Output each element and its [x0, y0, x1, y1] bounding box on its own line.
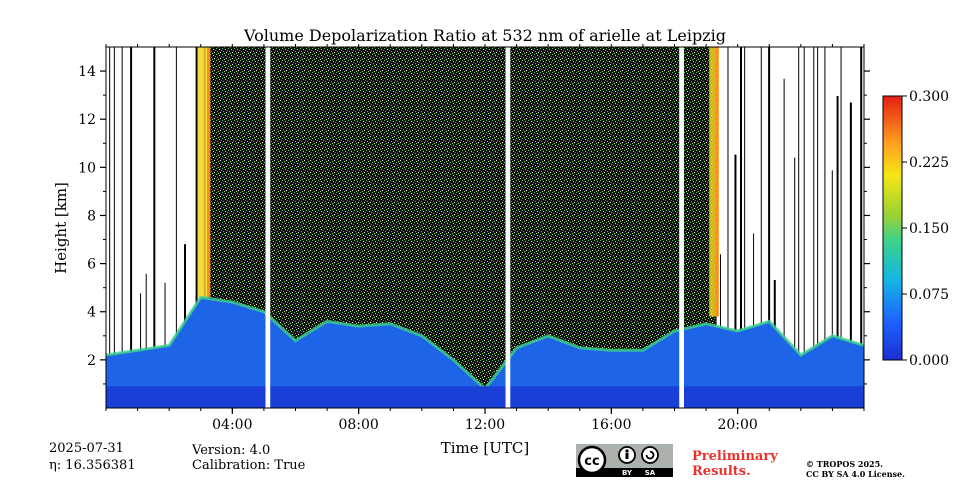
x-tick-label: 08:00: [338, 417, 378, 433]
y-tick-label: 10: [78, 160, 96, 176]
data-gap-2: [679, 47, 684, 408]
profile-line-1: [783, 78, 785, 408]
y-axis-label: Height [km]: [52, 182, 70, 274]
profile-line-0: [145, 273, 147, 408]
profile-line-1: [831, 170, 833, 408]
profile-line-1: [849, 102, 852, 408]
y-tick-label: 12: [78, 112, 96, 128]
svg-text:BY: BY: [622, 469, 633, 477]
x-tick-label: 16:00: [591, 417, 631, 433]
colorbar-tick-label: 0.300: [909, 89, 949, 105]
twilight-band-0: [197, 47, 211, 298]
x-axis-label: Time [UTC]: [441, 439, 530, 457]
copyright-line2: CC BY SA 4.0 License.: [806, 469, 905, 479]
data-gap-1: [505, 47, 511, 408]
copyright-line1: © TROPOS 2025.: [806, 459, 883, 469]
svg-text:cc: cc: [584, 454, 599, 469]
x-tick-label: 20:00: [717, 417, 757, 433]
colorbar-tick-label: 0.000: [909, 353, 949, 369]
profile-line-0: [175, 47, 177, 408]
colorbar-tick-label: 0.075: [909, 287, 949, 303]
cc-by-sa-logo: cc BY SA: [576, 444, 673, 477]
profile-line-1: [768, 47, 771, 408]
profile-line-1: [840, 47, 842, 408]
profile-line-1: [794, 157, 796, 408]
y-tick-label: 8: [87, 208, 96, 224]
profile-line-1: [740, 47, 743, 408]
profile-line-1: [727, 47, 729, 408]
footer-version: Version: 4.0: [192, 443, 271, 458]
profile-line-1: [836, 96, 839, 409]
y-tick-label: 2: [87, 353, 96, 369]
plot-area: 04:00 08:00 12:00 16:00 20:00 2 4 6 8 10 12 14: [78, 44, 870, 433]
profile-line-0: [195, 47, 198, 408]
profile-line-0: [130, 47, 133, 408]
y-tick-label: 4: [87, 305, 96, 321]
profile-line-1: [744, 47, 746, 408]
twilight-band-edge-0: [207, 47, 211, 298]
colorbar: 0.000 0.075 0.150 0.225 0.300: [882, 89, 949, 369]
profile-line-0: [153, 47, 156, 408]
footer-date: 2025-07-31: [49, 441, 124, 456]
twilight-band-edge-1: [715, 47, 719, 317]
near-ground-layer: [106, 386, 864, 408]
x-tick-label: 04:00: [212, 417, 252, 433]
footer-eta: η: 16.356381: [49, 458, 136, 473]
profile-line-1: [860, 47, 863, 408]
footer-calibration: Calibration: True: [192, 458, 306, 473]
profile-line-1: [798, 47, 800, 408]
colorbar-tick-label: 0.225: [909, 155, 949, 171]
preliminary-line2: Results.: [692, 464, 751, 479]
profile-line-1: [803, 47, 805, 408]
profile-line-0: [113, 47, 115, 408]
preliminary-line1: Preliminary: [692, 449, 778, 464]
profile-line-0: [121, 47, 123, 408]
profile-line-1: [824, 47, 826, 408]
low-layer-area: [106, 297, 864, 408]
twilight-band-1: [709, 47, 719, 317]
x-tick-label: 12:00: [465, 417, 505, 433]
svg-text:SA: SA: [645, 469, 656, 477]
profile-line-1: [813, 47, 815, 408]
profile-line-1: [817, 47, 819, 408]
profile-line-1: [734, 154, 737, 408]
colorbar-tick-label: 0.150: [909, 221, 949, 237]
colorbar-gradient: [882, 95, 903, 361]
profile-line-1: [760, 47, 762, 408]
profile-line-0: [109, 47, 111, 408]
chart-title: Volume Depolarization Ratio at 532 nm of…: [243, 26, 726, 45]
data-gap-0: [265, 47, 271, 408]
y-tick-label: 14: [78, 64, 96, 80]
profile-line-1: [753, 233, 755, 408]
y-tick-label: 6: [87, 257, 96, 273]
